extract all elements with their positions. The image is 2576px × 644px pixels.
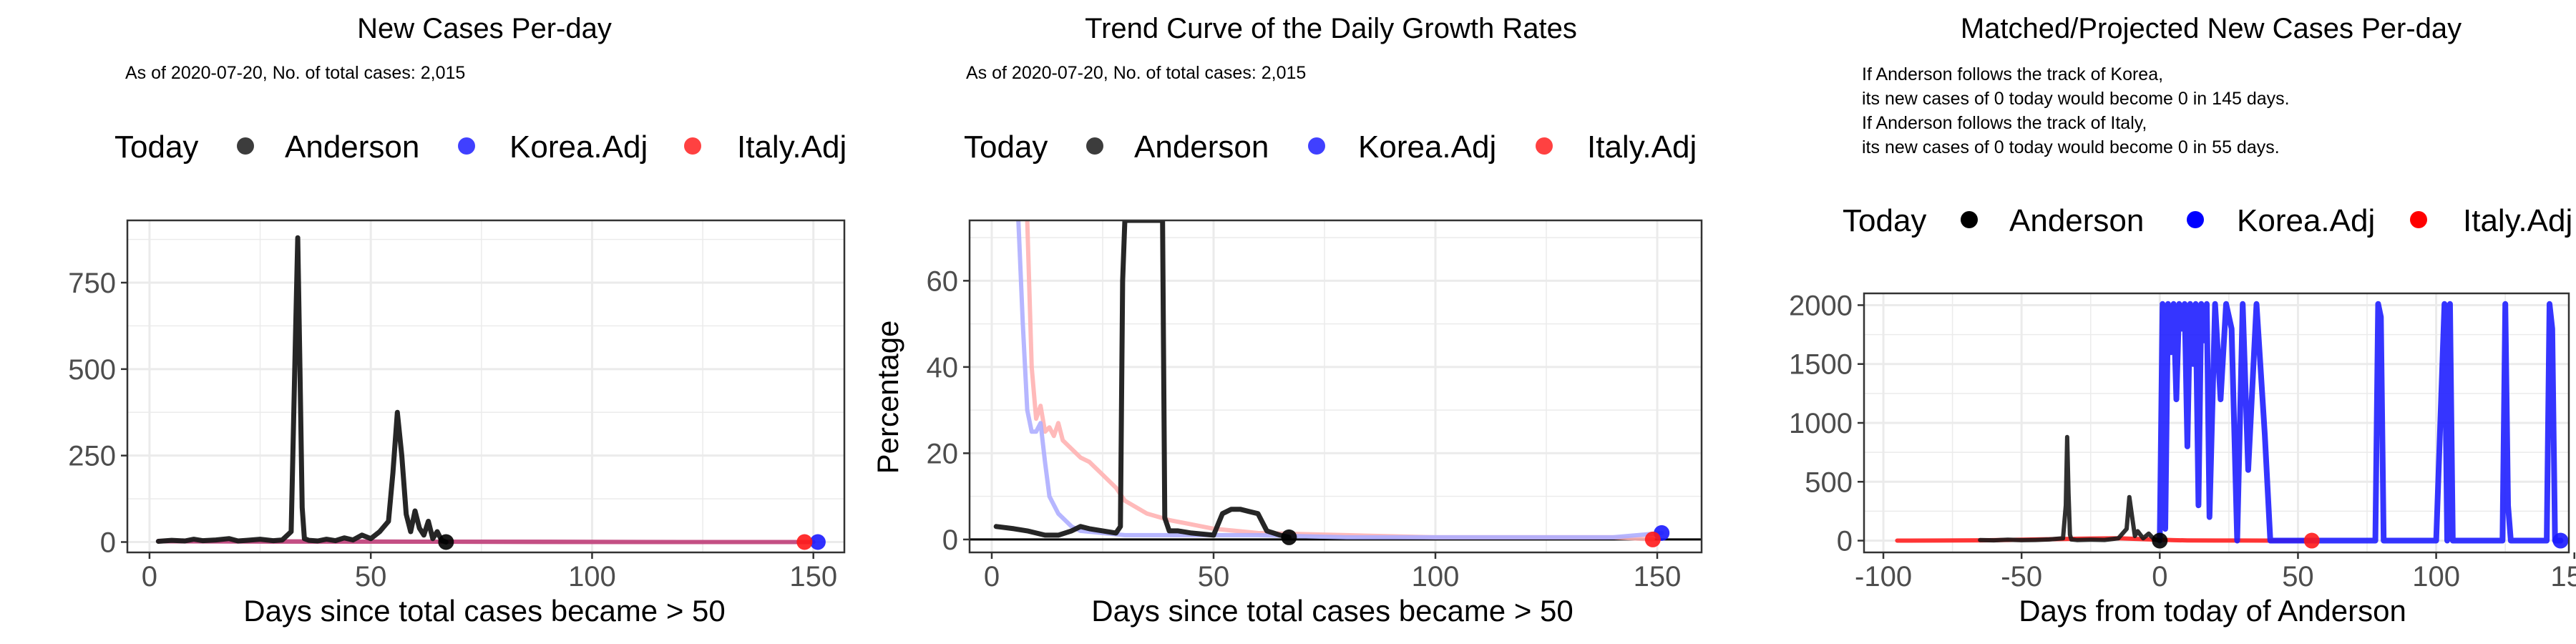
panel1-legend: Today Anderson Korea.Adj Italy.Adj [114, 130, 847, 165]
panel3-note-1: If Anderson follows the track of Korea, [1862, 64, 2163, 84]
series-line-anderson [155, 235, 449, 545]
today-point-italy [796, 534, 813, 550]
plot-background [127, 220, 844, 552]
today-point-korea [2552, 532, 2569, 549]
panel1-x-axis-label: Days since total cases became > 50 [243, 594, 726, 628]
panel-growth-rates: Trend Curve of the Daily Growth Rates As… [871, 13, 1703, 628]
panel1-legend-label-korea: Korea.Adj [509, 130, 648, 165]
panel3-legend-label-korea: Korea.Adj [2237, 203, 2375, 238]
panel3-x-axis-label: Days from today of Anderson [2019, 594, 2406, 628]
plot-frame [968, 219, 1703, 554]
panel3-legend-label-anderson: Anderson [2009, 203, 2144, 238]
today-point-anderson [438, 534, 454, 550]
series-line-korea [2157, 301, 2564, 544]
series-line-anderson [993, 220, 1292, 540]
y-tick-label: 0 [1837, 526, 1853, 557]
y-tick-label: 0 [942, 525, 958, 556]
x-tick-label: 50 [2282, 561, 2314, 592]
x-tick-label: 150 [2550, 561, 2576, 592]
panel3-legend-title: Today [1843, 203, 1926, 238]
panel3-note-4: its new cases of 0 today would become 0 … [1862, 137, 2280, 157]
panel2-title: Trend Curve of the Daily Growth Rates [1085, 13, 1577, 44]
panel2-legend: Today Anderson Korea.Adj Italy.Adj [964, 130, 1697, 165]
today-point-korea [809, 534, 826, 550]
series-line-anderson [1978, 434, 2162, 543]
x-tick-label: -50 [2001, 561, 2042, 592]
panel3-note-2: its new cases of 0 today would become 0 … [1862, 89, 2290, 109]
x-tick-label: 150 [1634, 561, 1682, 592]
panel1-legend-label-anderson: Anderson [285, 130, 419, 165]
panel3-legend-dot-italy [2410, 211, 2427, 228]
panel2-x-axis-label: Days since total cases became > 50 [1091, 594, 1574, 628]
panel3-legend: Today Anderson Korea.Adj Italy.Adj [1843, 203, 2572, 238]
x-tick-label: 100 [568, 561, 616, 592]
today-point-anderson [2152, 532, 2168, 549]
panel3-note-3: If Anderson follows the track of Italy, [1862, 113, 2147, 133]
panel2-y-axis-label: Percentage [871, 321, 904, 474]
grid [127, 220, 844, 552]
panel2-subtitle: As of 2020-07-20, No. of total cases: 2,… [966, 63, 1306, 83]
panel2-legend-title: Today [964, 130, 1048, 165]
panel3-plot: -100-500501001500500100015002000 [1789, 290, 2576, 592]
y-tick-label: 1500 [1789, 349, 1853, 381]
today-point-anderson [1281, 529, 1297, 545]
panel3-legend-dot-anderson [1961, 211, 1978, 228]
series-group [970, 220, 1702, 542]
panel-projected-cases: Matched/Projected New Cases Per-day If A… [1789, 13, 2576, 628]
y-tick-label: 2000 [1789, 290, 1853, 321]
x-tick-label: 100 [2412, 561, 2460, 592]
plot-frame [126, 219, 846, 554]
y-tick-label: 40 [927, 352, 959, 384]
panel3-legend-dot-korea [2187, 211, 2204, 228]
x-tick-label: 50 [355, 561, 387, 592]
x-tick-label: 0 [2152, 561, 2167, 592]
panel1-legend-dot-italy [684, 137, 701, 155]
panel3-legend-label-italy: Italy.Adj [2463, 203, 2572, 238]
panel2-legend-dot-italy [1536, 137, 1553, 155]
x-tick-label: 150 [789, 561, 837, 592]
panel2-legend-dot-anderson [1086, 137, 1103, 155]
x-tick-label: 100 [1412, 561, 1460, 592]
panel1-legend-dot-korea [458, 137, 475, 155]
y-tick-label: 1000 [1789, 408, 1853, 439]
panel1-title: New Cases Per-day [357, 13, 612, 44]
y-tick-label: 60 [927, 265, 959, 297]
y-tick-label: 750 [68, 268, 116, 299]
series-group [155, 235, 816, 545]
y-tick-label: 500 [68, 354, 116, 386]
panel-new-cases: New Cases Per-day As of 2020-07-20, No. … [68, 13, 847, 628]
panel2-legend-label-korea: Korea.Adj [1358, 130, 1496, 165]
panel2-legend-label-italy: Italy.Adj [1587, 130, 1697, 165]
x-tick-label: 0 [984, 561, 1000, 592]
panel1-legend-title: Today [114, 130, 198, 165]
panel1-subtitle: As of 2020-07-20, No. of total cases: 2,… [125, 63, 465, 83]
x-tick-label: -100 [1855, 561, 1912, 592]
panel1-legend-dot-anderson [237, 137, 254, 155]
y-tick-label: 250 [68, 441, 116, 472]
panel1-legend-label-italy: Italy.Adj [737, 130, 847, 165]
x-tick-label: 0 [142, 561, 157, 592]
panel2-legend-dot-korea [1308, 137, 1325, 155]
panel2-plot: 0 50 100 150 0 20 40 60 [927, 219, 1703, 592]
today-point-italy [1644, 531, 1661, 547]
y-tick-label: 0 [100, 527, 116, 559]
y-tick-label: 500 [1805, 467, 1853, 498]
panel3-title: Matched/Projected New Cases Per-day [1961, 13, 2462, 44]
x-tick-label: 50 [1198, 561, 1230, 592]
today-point-italy [2303, 532, 2320, 549]
panel1-plot: 0 50 100 150 0 250 500 750 [68, 219, 846, 592]
y-tick-label: 20 [927, 438, 959, 469]
plot-background [970, 220, 1702, 552]
series-group [1895, 301, 2564, 544]
panel2-legend-label-anderson: Anderson [1134, 130, 1269, 165]
